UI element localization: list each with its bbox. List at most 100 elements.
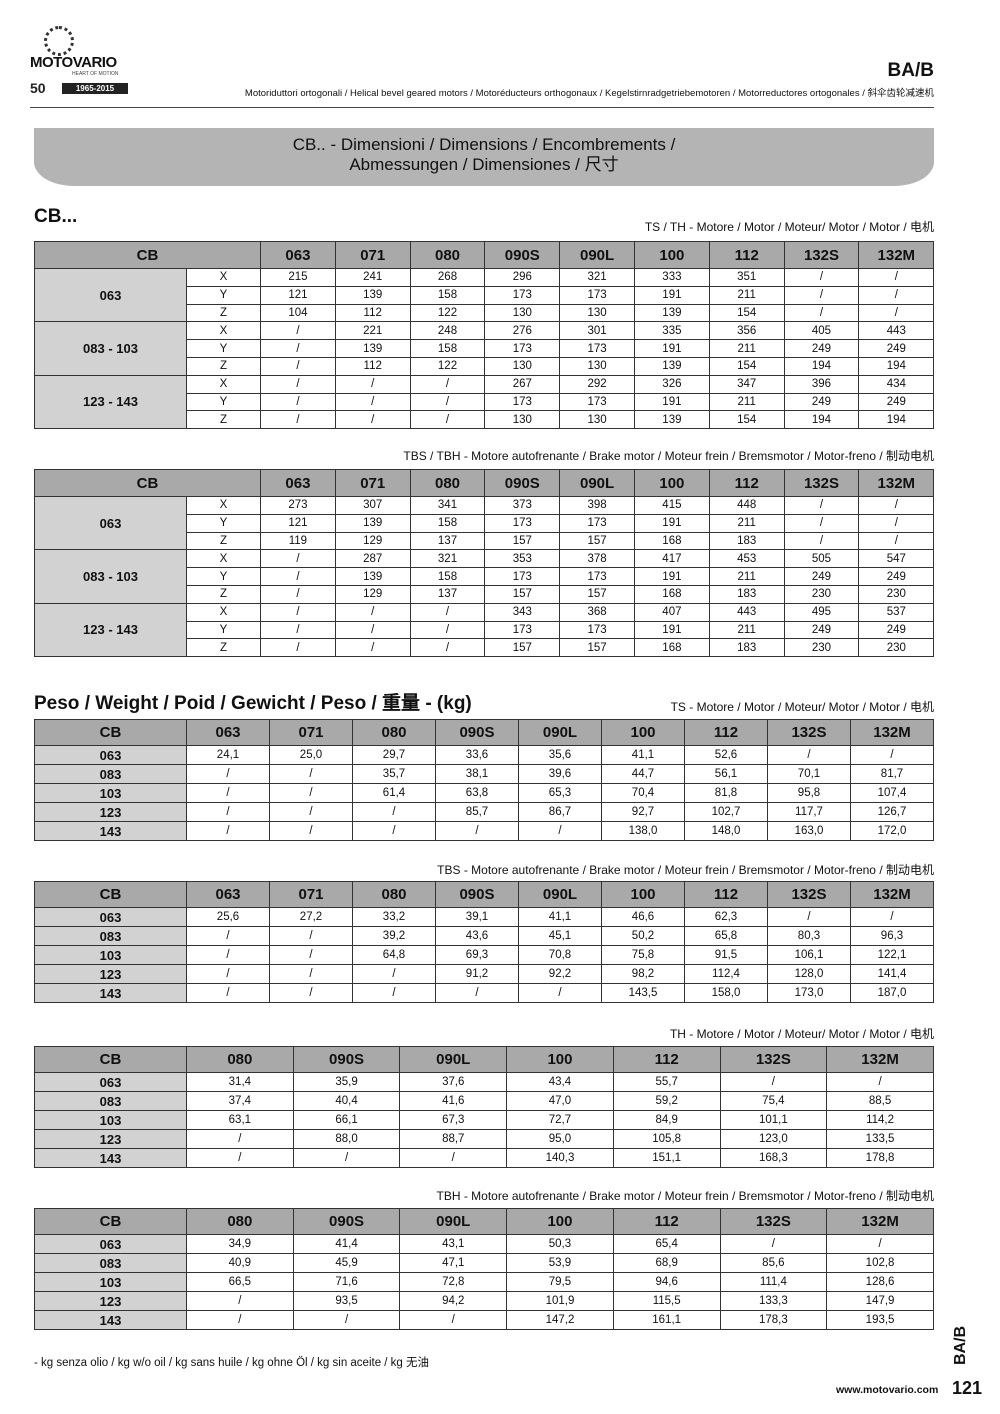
table-cell: 106,1	[767, 945, 851, 965]
table-cell: 133,5	[826, 1129, 934, 1149]
row-header: 103	[34, 1110, 187, 1130]
table-cell: 249	[858, 620, 935, 640]
table-cell: 268	[409, 268, 486, 287]
column-header: 080	[409, 469, 486, 497]
table-cell: 93,5	[292, 1291, 401, 1311]
table-cell: /	[260, 321, 336, 341]
table-row: 123///85,7 86,7 92,7 102,7 117,7 126,7	[34, 802, 934, 822]
table-row: 123/88,0 88,7 95,0 105,8 123,0 133,5	[34, 1129, 934, 1149]
table-cell: 211	[708, 513, 785, 533]
table-row: 063 31,4 35,9 37,6 43,4 55,7//	[34, 1072, 934, 1092]
table-cell: 353	[484, 549, 561, 569]
table-cell: 215	[260, 268, 336, 287]
column-header: 112	[684, 719, 768, 746]
header-divider	[30, 107, 934, 108]
table-row: Y/139 158 173 173 191 211 249 249	[35, 567, 935, 586]
column-header: 063	[260, 469, 336, 497]
table-cell: 66,1	[292, 1110, 401, 1130]
table-cell: 143,5	[601, 983, 685, 1003]
table-cell: 47,0	[506, 1091, 614, 1111]
table-cell: 45,9	[292, 1253, 401, 1273]
brand-tagline: HEART OF MOTION	[72, 71, 119, 77]
table-cell: 25,0	[269, 745, 353, 765]
table-cell: 122	[409, 303, 486, 323]
table-cell: 121	[260, 285, 336, 305]
column-header: 063	[186, 719, 270, 746]
table-cell: 45,1	[518, 926, 602, 946]
table-cell: 321	[559, 268, 635, 287]
table-cell: 547	[858, 549, 935, 569]
section-banner: CB.. - Dimensioni / Dimensions / Encombr…	[34, 128, 934, 186]
table-row: 083 37,4 40,4 41,6 47,0 59,2 75,4 88,5	[34, 1091, 934, 1111]
column-header: 090S	[435, 881, 519, 908]
table-cell: 39,2	[352, 926, 436, 946]
table-cell: 373	[484, 496, 561, 515]
row-header: 063	[34, 1234, 187, 1254]
column-header: CB	[33, 241, 262, 269]
table-cell: 112	[334, 356, 411, 376]
table-row: 123/93,5 94,2 101,9 115,5 133,3 147,9	[34, 1291, 934, 1311]
table-cell: 44,7	[601, 764, 685, 784]
table-cell: 88,5	[826, 1091, 934, 1111]
table-row: Z/129 137 157 157 168 183 230 230	[35, 584, 935, 604]
row-header: 103	[34, 945, 187, 965]
table-cell: /	[858, 303, 935, 323]
row-group-label: 123 - 143	[34, 602, 187, 658]
table-cell: /	[269, 983, 353, 1003]
row-header: 083	[34, 926, 187, 946]
table-cell: 139	[634, 303, 710, 323]
table-cell: 126,7	[850, 802, 934, 822]
table-cell: 140,3	[506, 1148, 614, 1168]
website-link[interactable]: www.motovario.com	[836, 1384, 939, 1396]
table-row: 063 X 273 307 341 373 398 415 448//	[34, 495, 935, 551]
table-cell: /	[850, 745, 934, 765]
table-cell: 230	[858, 638, 935, 658]
weights-table-ts: CB 063 071 080 090S 090L 100 112 132S 132M 063 24,1…	[34, 719, 934, 841]
table-row: 103//64,8 69,3 70,8 75,8 91,5 106,1 122,1	[34, 945, 934, 965]
table-cell: /	[292, 1148, 401, 1168]
table-cell: 71,6	[292, 1272, 401, 1292]
column-header: 132M	[858, 469, 935, 497]
table-cell: 173	[484, 513, 561, 533]
table-cell: 158	[409, 285, 486, 305]
column-header: 132S	[767, 719, 851, 746]
table-cell: 249	[858, 339, 935, 358]
table-row: 123///91,2 92,2 98,2 112,4 128,0 141,4	[34, 964, 934, 984]
table-cell: /	[260, 356, 336, 376]
column-header: 090L	[559, 469, 635, 497]
table-cell: 211	[708, 339, 785, 358]
table-cell: 173	[484, 285, 561, 305]
table-cell: 96,3	[850, 926, 934, 946]
anniversary-years: 1965-2015	[62, 83, 128, 94]
table-cell: 154	[708, 356, 785, 376]
table-cell: /	[186, 1129, 294, 1149]
table-cell: /	[186, 764, 270, 784]
table-cell: 41,1	[518, 907, 602, 927]
table-cell: 95,0	[506, 1129, 614, 1149]
table-cell: /	[269, 764, 353, 784]
table-row: 103//61,4 63,8 65,3 70,4 81,8 95,8 107,4	[34, 783, 934, 803]
table-cell: 130	[559, 303, 635, 323]
table-cell: 157	[484, 531, 561, 551]
table-cell: 173	[484, 620, 561, 640]
table-cell: 39,6	[518, 764, 602, 784]
table-cell: 50,2	[601, 926, 685, 946]
table-cell: 119	[260, 531, 336, 551]
table-cell: 55,7	[612, 1072, 721, 1092]
table-cell: 137	[409, 584, 486, 604]
table-label: TBS / TBH - Motore autofrenante / Brake …	[403, 449, 934, 463]
column-header: 071	[269, 881, 353, 908]
table-cell: 52,6	[684, 745, 768, 765]
table-cell: 95,8	[767, 783, 851, 803]
table-row: 123 - 143 X / //343 368 407 443 495 537	[34, 602, 935, 658]
table-cell: /	[858, 496, 935, 515]
page-number: 121	[952, 1378, 983, 1398]
table-cell: 66,5	[186, 1272, 294, 1292]
table-cell: 59,2	[612, 1091, 721, 1111]
column-header: 080	[352, 881, 436, 908]
table-cell: 75,4	[719, 1091, 828, 1111]
table-cell: /	[352, 964, 436, 984]
table-cell: 41,6	[399, 1091, 508, 1111]
row-group-label: 063	[34, 495, 187, 551]
table-cell: 117,7	[767, 802, 851, 822]
